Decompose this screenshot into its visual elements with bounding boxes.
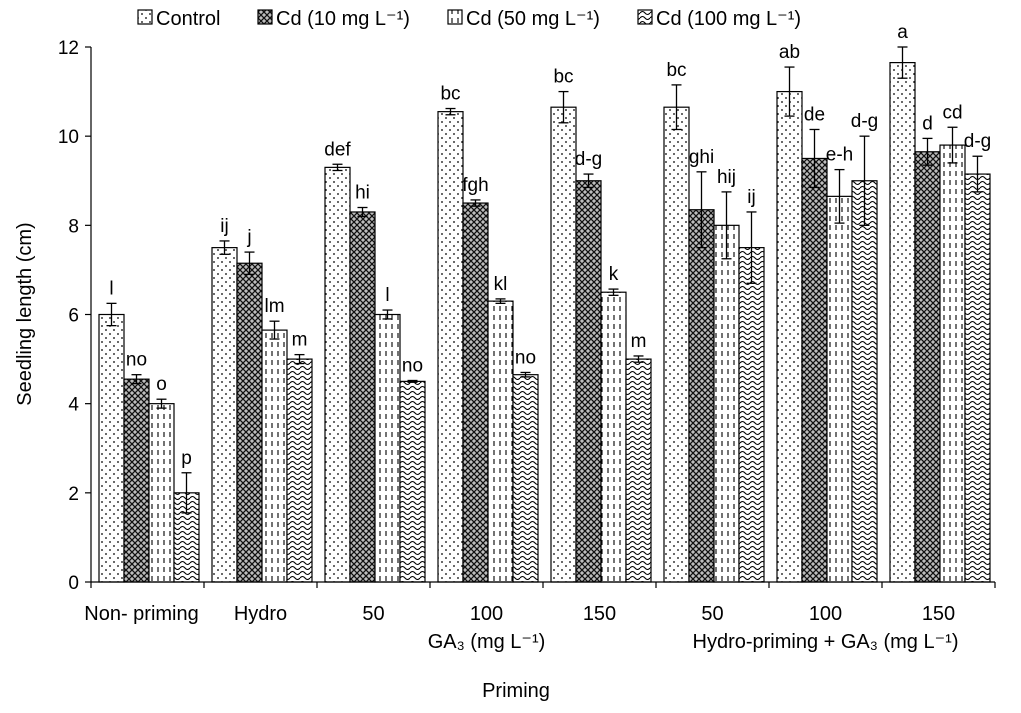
significance-letter: d — [922, 113, 933, 134]
bars — [98, 62, 991, 583]
x-group-label: GA₃ (mg L⁻¹) — [428, 631, 546, 653]
bar — [889, 62, 916, 583]
bar — [776, 90, 803, 583]
bar — [148, 403, 175, 583]
significance-letter: kl — [494, 274, 508, 295]
significance-letter: no — [515, 347, 536, 368]
significance-letter: ij — [220, 216, 228, 237]
x-category-label: 150 — [583, 603, 616, 625]
bar — [851, 180, 878, 583]
bar — [939, 144, 966, 583]
legend-swatch — [447, 9, 463, 25]
significance-letter: l — [385, 285, 389, 306]
significance-letter: j — [246, 227, 251, 248]
bar — [826, 195, 853, 583]
significance-letter: l — [109, 278, 113, 299]
significance-letter: bc — [440, 84, 460, 105]
y-tick-label: 6 — [68, 306, 79, 327]
significance-letter: k — [609, 264, 619, 285]
bar — [324, 166, 351, 583]
bar — [236, 262, 263, 583]
significance-letter: m — [631, 331, 647, 352]
significance-letter: p — [181, 448, 192, 469]
x-axis-category-labels: Non- priming Hydro 50 100 150 50 100 150 GA₃ (mg… — [84, 603, 958, 653]
x-category-label: 100 — [470, 603, 503, 625]
legend-label: Cd (50 mg L⁻¹) — [466, 8, 600, 30]
significance-letters: l ij def bc bc bc ab a no j hi fgh d-g ghi de d o lm l kl k h… — [109, 22, 991, 469]
y-tick-label: 8 — [68, 216, 79, 237]
bar — [437, 111, 464, 583]
significance-letter: hi — [355, 183, 370, 204]
bar — [374, 313, 401, 583]
bar — [713, 224, 740, 583]
x-category-label: Non- priming — [84, 603, 198, 625]
legend: Control Cd (10 mg L⁻¹) Cd (50 mg L⁻¹) Cd (1… — [137, 8, 801, 30]
bar — [914, 151, 941, 583]
y-tick-label: 2 — [68, 484, 79, 505]
y-tick-label: 12 — [58, 38, 79, 59]
x-axis-title: Priming — [482, 680, 550, 702]
bar — [123, 378, 150, 583]
significance-letter: e-h — [826, 145, 853, 166]
error-bars — [106, 46, 983, 514]
significance-letter: ghi — [689, 147, 714, 168]
significance-letter: no — [402, 355, 423, 376]
significance-letter: de — [804, 104, 825, 125]
significance-letter: ab — [779, 42, 800, 63]
y-axis-title: Seedling length (cm) — [14, 222, 36, 405]
significance-letter: o — [156, 374, 167, 395]
x-group-label: Hydro-priming + GA₃ (mg L⁻¹) — [693, 631, 959, 653]
significance-letter: def — [324, 139, 351, 160]
bar — [462, 202, 489, 583]
bar — [550, 106, 577, 583]
bar — [575, 180, 602, 583]
significance-letter: ij — [747, 187, 755, 208]
bar — [261, 329, 288, 583]
significance-letter: fgh — [462, 175, 488, 196]
x-category-label: Hydro — [234, 603, 287, 625]
y-tick-label: 10 — [58, 127, 79, 148]
bar — [512, 374, 539, 583]
legend-swatch — [137, 9, 153, 25]
y-tick-label: 0 — [68, 573, 79, 594]
bar — [349, 211, 376, 583]
significance-letter: hij — [717, 167, 736, 188]
bar — [487, 300, 514, 583]
significance-letter: a — [897, 22, 908, 43]
legend-swatch — [637, 9, 653, 25]
significance-letter: cd — [942, 102, 962, 123]
significance-letter: no — [126, 350, 147, 371]
y-tick-label: 4 — [68, 395, 79, 416]
x-category-label: 100 — [809, 603, 842, 625]
bar — [98, 313, 125, 583]
significance-letter: d-g — [851, 111, 878, 132]
significance-letter: m — [292, 330, 308, 351]
bar — [663, 106, 690, 583]
bar — [211, 247, 238, 583]
x-category-label: 50 — [701, 603, 723, 625]
bar — [625, 358, 652, 583]
bar — [738, 247, 765, 583]
legend-label: Cd (100 mg L⁻¹) — [656, 8, 801, 30]
significance-letter: d-g — [575, 149, 602, 170]
legend-swatch — [257, 9, 273, 25]
bar — [600, 291, 627, 583]
bar — [688, 209, 715, 583]
x-category-label: 150 — [922, 603, 955, 625]
bar — [801, 157, 828, 583]
legend-label: Control — [156, 8, 220, 30]
y-axis-ticks: 0 2 4 6 8 10 12 — [58, 38, 996, 594]
legend-label: Cd (10 mg L⁻¹) — [276, 8, 410, 30]
bar — [286, 358, 313, 583]
significance-letter: bc — [553, 67, 573, 88]
bar — [964, 173, 991, 583]
significance-letter: bc — [666, 60, 686, 81]
bar — [399, 380, 426, 583]
x-category-label: 50 — [362, 603, 384, 625]
significance-letter: d-g — [964, 131, 991, 152]
significance-letter: lm — [264, 296, 284, 317]
plot-area: 0 2 4 6 8 10 12 l ij def bc bc bc ab a no j hi fgh d-g ghi d… — [58, 22, 996, 653]
